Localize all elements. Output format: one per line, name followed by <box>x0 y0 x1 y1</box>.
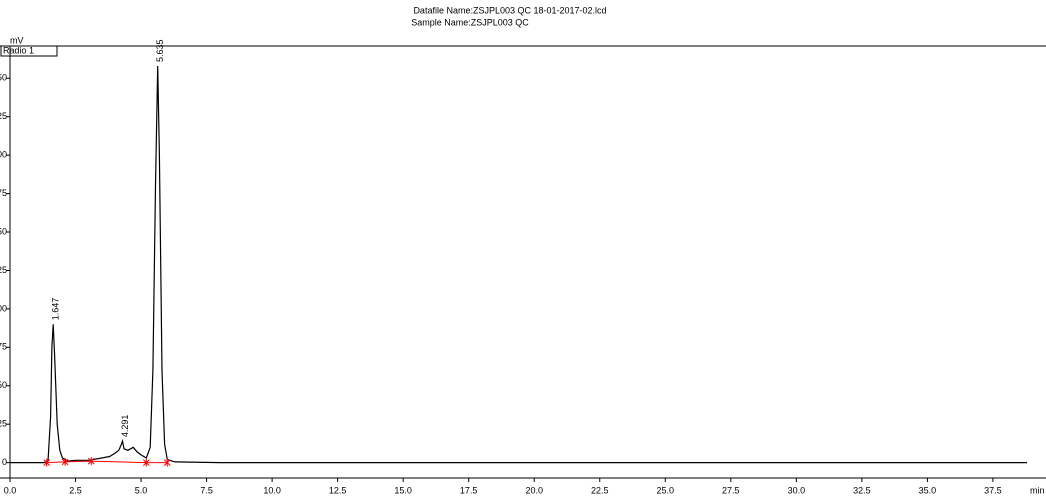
baseline-marker <box>43 458 51 467</box>
y-tick-label: 75 <box>0 342 7 352</box>
x-tick-label: 25.0 <box>657 485 675 495</box>
x-tick-label: 27.5 <box>722 485 740 495</box>
x-tick-label: 20.0 <box>525 485 543 495</box>
y-tick-label: 50 <box>0 380 7 390</box>
baseline-marker <box>142 458 150 467</box>
baseline-marker <box>87 457 95 466</box>
y-axis-label: mV <box>10 35 24 45</box>
y-tick-label: 175 <box>0 188 7 198</box>
chart-title: Datafile Name:ZSJPL003 QC 18-01-2017-02.… <box>413 5 606 15</box>
y-tick-label: 225 <box>0 111 7 121</box>
x-tick-label: 2.5 <box>69 485 82 495</box>
x-tick-label: 12.5 <box>329 485 347 495</box>
peak-label: 1.647 <box>51 298 61 321</box>
y-tick-label: 25 <box>0 419 7 429</box>
baseline-marker <box>163 458 171 467</box>
x-tick-label: 35.0 <box>919 485 937 495</box>
peak-label: 5.635 <box>155 39 165 62</box>
x-tick-label: 30.0 <box>788 485 806 495</box>
legend-label: Radio 1 <box>3 45 34 55</box>
x-tick-label: 5.0 <box>135 485 148 495</box>
trace <box>10 65 1027 464</box>
baseline-marker <box>61 457 69 466</box>
y-tick-label: 200 <box>0 150 7 160</box>
x-tick-label: 22.5 <box>591 485 609 495</box>
y-tick-label: 150 <box>0 226 7 236</box>
x-tick-label: 15.0 <box>394 485 412 495</box>
x-axis-label: min <box>1030 485 1045 495</box>
chart-subtitle: Sample Name:ZSJPL003 QC <box>411 17 529 27</box>
y-tick-label: 100 <box>0 303 7 313</box>
x-tick-label: 37.5 <box>984 485 1002 495</box>
x-tick-label: 32.5 <box>853 485 871 495</box>
x-tick-label: 17.5 <box>460 485 478 495</box>
peak-label: 4.291 <box>120 415 130 438</box>
y-tick-label: 0 <box>2 457 7 467</box>
x-tick-label: 10.0 <box>263 485 281 495</box>
y-tick-label: 125 <box>0 265 7 275</box>
y-tick-label: 250 <box>0 73 7 83</box>
x-tick-label: 7.5 <box>200 485 213 495</box>
x-tick-label: 0.0 <box>4 485 17 495</box>
